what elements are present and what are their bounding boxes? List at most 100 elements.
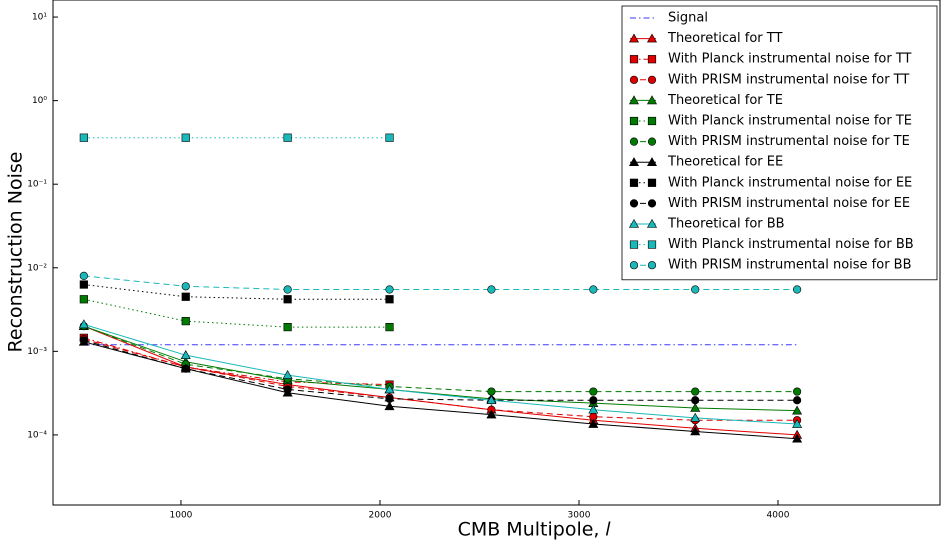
marker	[691, 285, 700, 294]
marker	[385, 394, 394, 403]
marker	[690, 426, 701, 436]
marker	[589, 396, 598, 405]
y-tick-label: 10¹	[32, 13, 47, 23]
marker	[646, 33, 658, 43]
legend-label: With PRISM instrumental noise for TT	[668, 72, 909, 87]
marker	[646, 95, 658, 105]
marker	[385, 295, 394, 304]
x-tick-label: 4000	[767, 511, 790, 521]
marker	[181, 292, 190, 301]
marker	[646, 218, 658, 228]
marker	[283, 133, 292, 142]
series-line	[83, 325, 798, 436]
marker	[79, 133, 88, 142]
series-line	[83, 338, 798, 421]
x-tick-label: 1000	[170, 511, 193, 521]
marker	[691, 387, 700, 396]
marker	[181, 317, 190, 326]
marker	[629, 137, 639, 146]
legend-label: Theoretical for BB	[667, 217, 785, 232]
legend-label: With Planck instrumental noise for EE	[668, 175, 912, 190]
series-line	[83, 323, 798, 425]
marker	[79, 336, 88, 345]
marker	[647, 137, 657, 146]
marker	[588, 404, 599, 414]
marker	[647, 178, 657, 187]
x-axis-label: CMB Multipole, 𝑙	[458, 519, 611, 541]
marker	[691, 396, 700, 405]
series-line	[83, 284, 390, 300]
marker	[629, 55, 639, 64]
legend-label: With Planck instrumental noise for BB	[668, 237, 914, 252]
marker	[181, 133, 190, 142]
x-tick-label: 3000	[568, 511, 591, 521]
marker	[792, 405, 803, 415]
plot-frame	[52, 0, 941, 506]
marker	[181, 364, 190, 373]
marker	[629, 199, 639, 208]
marker	[283, 323, 292, 332]
marker	[487, 285, 496, 294]
y-tick-label: 10⁻¹	[27, 180, 47, 190]
legend-label: With Planck instrumental noise for TT	[668, 52, 912, 67]
marker	[647, 240, 657, 249]
marker	[646, 157, 658, 166]
marker	[181, 282, 190, 291]
marker	[385, 133, 394, 142]
legend-label: With PRISM instrumental noise for TE	[668, 134, 910, 149]
marker	[793, 396, 802, 405]
marker	[79, 271, 88, 280]
y-tick-label: 10⁻⁴	[27, 430, 47, 440]
series-line	[83, 325, 798, 412]
series-line	[83, 275, 798, 290]
marker	[79, 280, 88, 289]
marker	[79, 295, 88, 304]
marker	[647, 261, 657, 270]
x-tick-label: 2000	[369, 511, 392, 521]
legend: Signal Theoretical for TT With Planck inst…	[621, 5, 938, 281]
marker	[180, 350, 191, 359]
marker	[647, 116, 657, 126]
series-line	[83, 341, 798, 440]
series-line	[83, 339, 798, 401]
y-tick-label: 10⁻³	[27, 347, 47, 357]
marker	[690, 412, 701, 422]
legend-label: Theoretical for EE	[667, 155, 783, 170]
series-line	[83, 337, 390, 386]
y-tick-label: 10⁰	[32, 96, 47, 106]
marker	[629, 240, 639, 249]
marker	[628, 95, 640, 105]
marker	[588, 418, 599, 428]
marker	[283, 385, 292, 394]
marker	[589, 285, 598, 294]
marker	[385, 285, 394, 294]
marker	[283, 285, 292, 294]
legend-label: Theoretical for TE	[667, 93, 783, 108]
marker	[629, 178, 639, 187]
legend-label: With PRISM instrumental noise for EE	[668, 196, 910, 211]
marker	[589, 387, 598, 396]
legend-label: Theoretical for TT	[667, 31, 782, 46]
marker	[384, 384, 395, 394]
marker	[647, 55, 657, 64]
marker	[628, 218, 640, 228]
legend-box	[621, 5, 938, 281]
marker	[486, 409, 497, 419]
marker	[487, 387, 496, 396]
legend-label: Signal	[668, 11, 708, 26]
marker	[78, 319, 89, 329]
marker	[629, 116, 639, 126]
marker	[282, 369, 293, 379]
marker	[792, 433, 803, 443]
legend-label: With PRISM instrumental noise for BB	[668, 258, 912, 273]
marker	[628, 33, 640, 43]
marker	[629, 261, 639, 270]
marker	[792, 418, 803, 428]
marker	[486, 395, 497, 405]
legend-label: With Planck instrumental noise for TE	[668, 114, 912, 129]
marker	[647, 199, 657, 208]
marker	[690, 402, 701, 412]
series-line	[83, 298, 390, 328]
marker	[385, 323, 394, 332]
